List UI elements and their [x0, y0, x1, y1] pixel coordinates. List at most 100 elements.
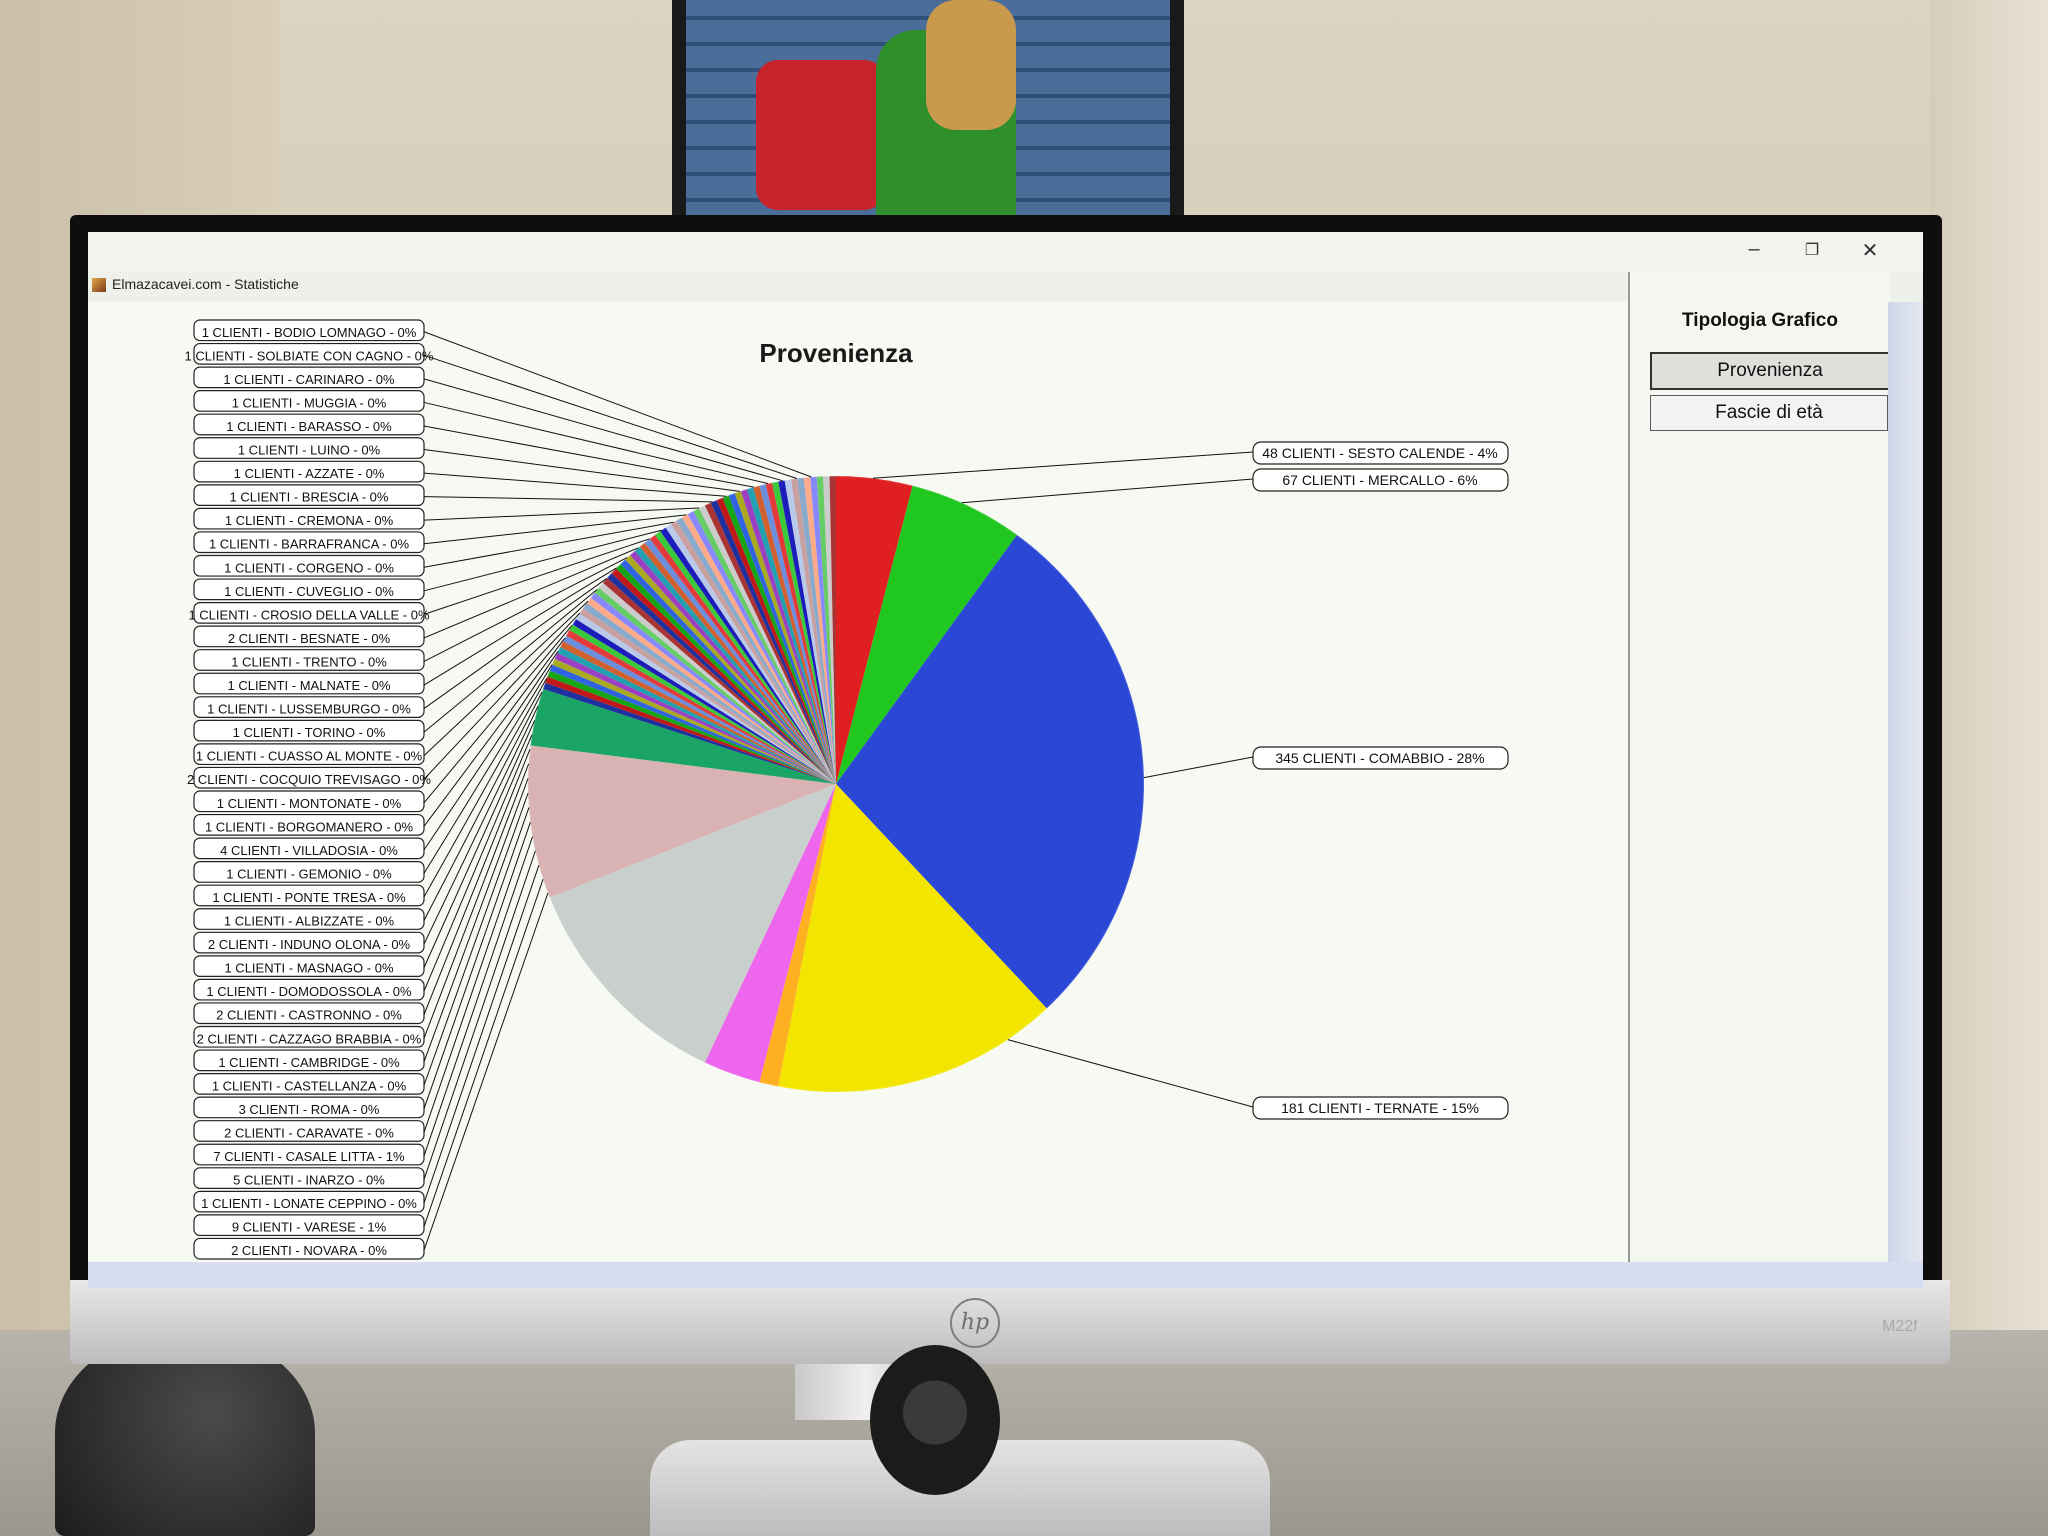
- leader-line: [423, 472, 727, 497]
- pie-slice-small: [644, 538, 836, 784]
- left-label-text: 1 CLIENTI - CROSIO DELLA VALLE - 0%: [188, 607, 430, 622]
- pie-chart: Provenienza 1 CLIENTI - BODIO LOMNAGO - 0…: [185, 319, 1509, 1260]
- pie-slice-small: [579, 608, 836, 784]
- left-label-text: 7 CLIENTI - CASALE LITTA - 1%: [213, 1149, 405, 1164]
- leader-line: [423, 521, 674, 568]
- left-label-text: 1 CLIENTI - CREMONA - 0%: [225, 513, 394, 528]
- pie-slice-small: [629, 550, 836, 784]
- pie-slice: [549, 784, 836, 1063]
- pie-slice-small: [554, 652, 836, 784]
- right-label-box: [1252, 746, 1509, 770]
- left-label-text: 1 CLIENTI - BORGOMANERO - 0%: [205, 819, 413, 834]
- webcam: [870, 1345, 1000, 1495]
- leader-line: [423, 807, 530, 1110]
- maximize-button[interactable]: ❐: [1804, 242, 1820, 259]
- provenienza-button[interactable]: Provenienza: [1650, 352, 1890, 390]
- pie-slice-small: [710, 500, 836, 784]
- left-label-box: [193, 1025, 425, 1048]
- window-titlebar: [88, 272, 1923, 302]
- right-edge-strip: [1888, 302, 1923, 1262]
- pie-slice-small: [803, 477, 836, 784]
- pie-slice: [836, 485, 1018, 784]
- left-label-box: [193, 719, 425, 742]
- pie-slice: [759, 784, 836, 1087]
- minimize-button[interactable]: –: [1748, 238, 1760, 260]
- bottom-tab-strip: [88, 1262, 1923, 1288]
- pie-slice-small: [654, 531, 836, 784]
- pie-slice-small: [575, 613, 836, 784]
- left-label-text: 1 CLIENTI - BODIO LOMNAGO - 0%: [202, 325, 417, 340]
- chart-type-title: Tipologia Grafico: [1682, 310, 1838, 331]
- leader-line: [423, 547, 639, 639]
- right-label-text: 181 CLIENTI - TERNATE - 15%: [1281, 1100, 1479, 1116]
- left-label-text: 1 CLIENTI - CASTELLANZA - 0%: [212, 1078, 407, 1093]
- left-label-box: [193, 554, 425, 577]
- leader-line-right: [1007, 1039, 1254, 1108]
- leader-line: [423, 401, 769, 485]
- left-label-box: [193, 390, 425, 412]
- pie-slice-small: [566, 630, 836, 784]
- left-label-text: 1 CLIENTI - CUVEGLIO - 0%: [224, 584, 394, 599]
- left-label-text: 1 CLIENTI - MONTONATE - 0%: [217, 796, 402, 811]
- pie-slice-small: [699, 505, 836, 784]
- pie-slice-small: [791, 478, 836, 784]
- pie-slice-small: [552, 658, 836, 784]
- pie-slice-small: [753, 485, 836, 784]
- window-top-strip: [88, 232, 1923, 272]
- left-label-text: 1 CLIENTI - CUASSO AL MONTE - 0%: [196, 749, 423, 764]
- pie-slice-small: [704, 502, 836, 784]
- mouse: [55, 1330, 315, 1536]
- leader-line: [423, 449, 740, 492]
- pie-slice-small: [784, 479, 836, 784]
- pie-slice-small: [676, 517, 836, 784]
- left-label-box: [193, 366, 425, 389]
- leader-line: [423, 748, 531, 1015]
- left-label-box: [193, 790, 425, 813]
- left-label-box: [193, 319, 425, 342]
- monitor-model-label: M22f: [1882, 1318, 1918, 1335]
- pie-slice-small: [771, 481, 836, 784]
- pie-slice-small: [602, 577, 836, 784]
- pie-slice: [836, 534, 1145, 1009]
- left-label-text: 1 CLIENTI - TORINO - 0%: [233, 725, 386, 740]
- left-label-box: [193, 460, 425, 483]
- leader-line: [423, 514, 687, 545]
- leader-line: [423, 778, 529, 1062]
- monitor-bezel-bottom: [70, 1280, 1950, 1364]
- fascie-di-eta-button[interactable]: Fascie di età: [1650, 395, 1888, 431]
- hp-logo: hp: [950, 1298, 1000, 1348]
- left-label-text: 1 CLIENTI - GEMONIO - 0%: [226, 866, 392, 881]
- wall-poster: [672, 0, 1184, 250]
- pie-slice-small: [765, 482, 836, 784]
- left-label-text: 2 CLIENTI - COCQUIO TREVISAGO - 0%: [187, 772, 431, 787]
- pie-slice-small: [682, 514, 836, 784]
- leader-line: [423, 850, 536, 1180]
- pie-slice-small: [759, 484, 836, 784]
- chart-area: Provenienza 1 CLIENTI - BODIO LOMNAGO - 0…: [88, 302, 1628, 1262]
- left-label-box: [193, 437, 425, 459]
- right-label-text: 67 CLIENTI - MERCALLO - 6%: [1282, 472, 1477, 488]
- left-label-text: 1 CLIENTI - LONATE CEPPINO - 0%: [201, 1196, 417, 1211]
- leader-line: [423, 378, 783, 482]
- pie-slice-small: [590, 592, 836, 784]
- window-title: Elmazacavei.com - Statistiche: [112, 276, 299, 292]
- left-label-text: 1 CLIENTI - MALNATE - 0%: [227, 678, 390, 693]
- pie-slice: [836, 476, 913, 784]
- left-label-text: 4 CLIENTI - VILLADOSIA - 0%: [220, 843, 398, 858]
- pie-slice-small: [625, 555, 836, 784]
- close-button[interactable]: ✕: [1861, 240, 1879, 262]
- left-label-box: [193, 507, 425, 530]
- leader-line: [423, 792, 529, 1086]
- pie-slice-small: [716, 497, 836, 784]
- left-label-text: 1 CLIENTI - PONTE TRESA - 0%: [212, 890, 406, 905]
- pie-slice-small: [583, 602, 836, 784]
- pie-slice-small: [810, 476, 836, 784]
- pie-slice-small: [665, 523, 836, 784]
- leader-line: [423, 821, 531, 1133]
- left-label-text: 1 CLIENTI - TRENTO - 0%: [231, 654, 387, 669]
- leader-line-right: [1143, 756, 1254, 779]
- pie-slice: [530, 688, 836, 784]
- left-label-text: 2 CLIENTI - INDUNO OLONA - 0%: [208, 937, 411, 952]
- right-label-text: 345 CLIENTI - COMABBIO - 28%: [1275, 750, 1484, 766]
- leader-line: [423, 625, 573, 804]
